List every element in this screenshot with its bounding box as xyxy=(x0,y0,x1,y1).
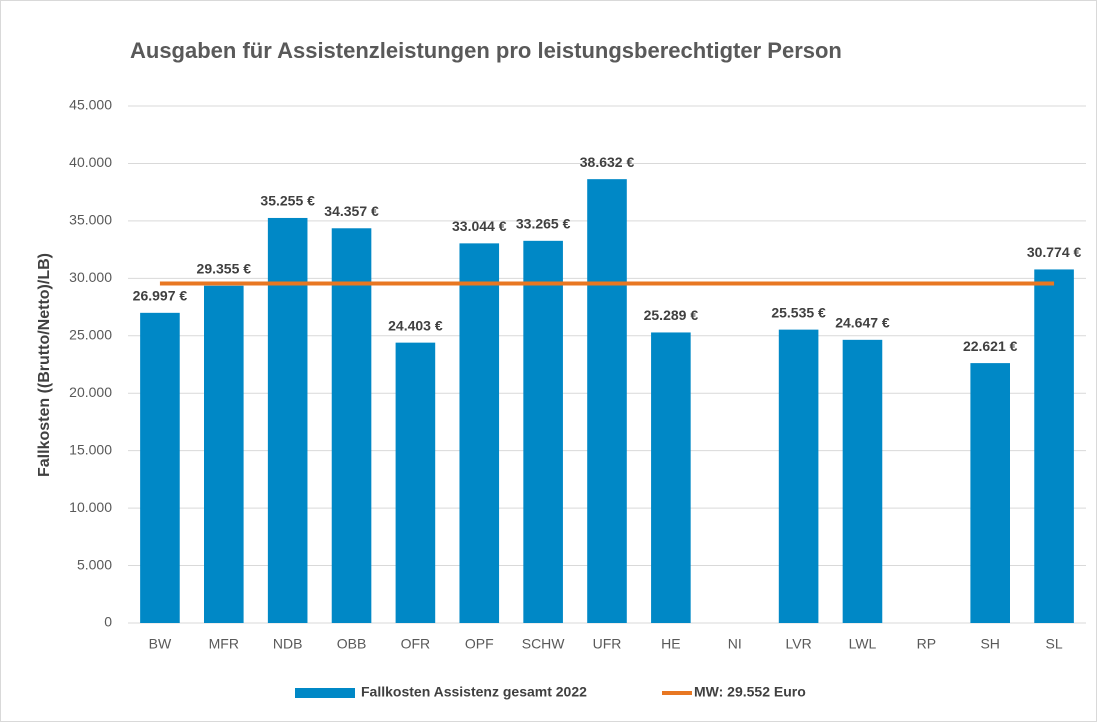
x-tick-label: BW xyxy=(149,636,172,652)
y-tick-label: 25.000 xyxy=(69,326,112,342)
legend-label: Fallkosten Assistenz gesamt 2022 xyxy=(361,684,587,700)
x-tick-label: NI xyxy=(728,636,742,652)
bar xyxy=(842,339,883,623)
legend-label: MW: 29.552 Euro xyxy=(694,684,806,700)
bar xyxy=(970,363,1010,623)
chart-title: Ausgaben für Assistenzleistungen pro lei… xyxy=(130,38,842,63)
bar xyxy=(459,243,500,624)
x-tick-label: NDB xyxy=(273,636,303,652)
data-label: 38.632 € xyxy=(580,154,635,170)
data-label: 33.265 € xyxy=(516,216,571,232)
bar xyxy=(523,240,563,623)
y-tick-label: 10.000 xyxy=(69,499,112,515)
x-tick-label: SCHW xyxy=(522,636,566,652)
data-label: 25.535 € xyxy=(771,304,826,320)
x-tick-label: OBB xyxy=(337,636,367,652)
bar xyxy=(651,332,691,623)
y-tick-label: 0 xyxy=(104,614,112,630)
y-tick-label: 35.000 xyxy=(69,212,112,228)
data-label: 35.255 € xyxy=(260,193,315,209)
x-tick-label: OFR xyxy=(401,636,431,652)
legend-swatch xyxy=(295,688,355,698)
data-label: 22.621 € xyxy=(963,338,1018,354)
data-label: 24.403 € xyxy=(388,317,443,333)
y-tick-label: 30.000 xyxy=(69,269,112,285)
y-tick-label: 45.000 xyxy=(69,97,112,113)
bar xyxy=(331,228,372,623)
x-tick-label: SL xyxy=(1046,636,1063,652)
bar xyxy=(395,342,436,623)
bar xyxy=(587,179,627,623)
bar xyxy=(267,217,308,623)
y-tick-label: 40.000 xyxy=(69,154,112,170)
data-label: 29.355 € xyxy=(197,260,252,276)
x-tick-label: RP xyxy=(917,636,936,652)
data-label: 30.774 € xyxy=(1027,244,1082,260)
y-tick-label: 15.000 xyxy=(69,441,112,457)
x-tick-label: UFR xyxy=(593,636,622,652)
y-axis-label: Fallkosten ((Brutto/Netto)/LB) xyxy=(36,253,53,477)
x-tick-label: HE xyxy=(661,636,680,652)
bar xyxy=(140,312,180,623)
data-label: 25.289 € xyxy=(644,307,699,323)
x-tick-label: LWL xyxy=(849,636,877,652)
bar xyxy=(204,285,244,623)
x-tick-label: LVR xyxy=(785,636,811,652)
data-label: 26.997 € xyxy=(133,288,188,304)
y-tick-label: 20.000 xyxy=(69,384,112,400)
x-tick-label: MFR xyxy=(209,636,239,652)
x-tick-label: SH xyxy=(980,636,999,652)
bar xyxy=(1034,269,1074,623)
data-label: 24.647 € xyxy=(835,315,890,331)
data-label: 33.044 € xyxy=(452,218,507,234)
data-label: 34.357 € xyxy=(324,203,379,219)
y-tick-label: 5.000 xyxy=(77,556,112,572)
x-tick-label: OPF xyxy=(465,636,494,652)
bar xyxy=(778,329,819,623)
